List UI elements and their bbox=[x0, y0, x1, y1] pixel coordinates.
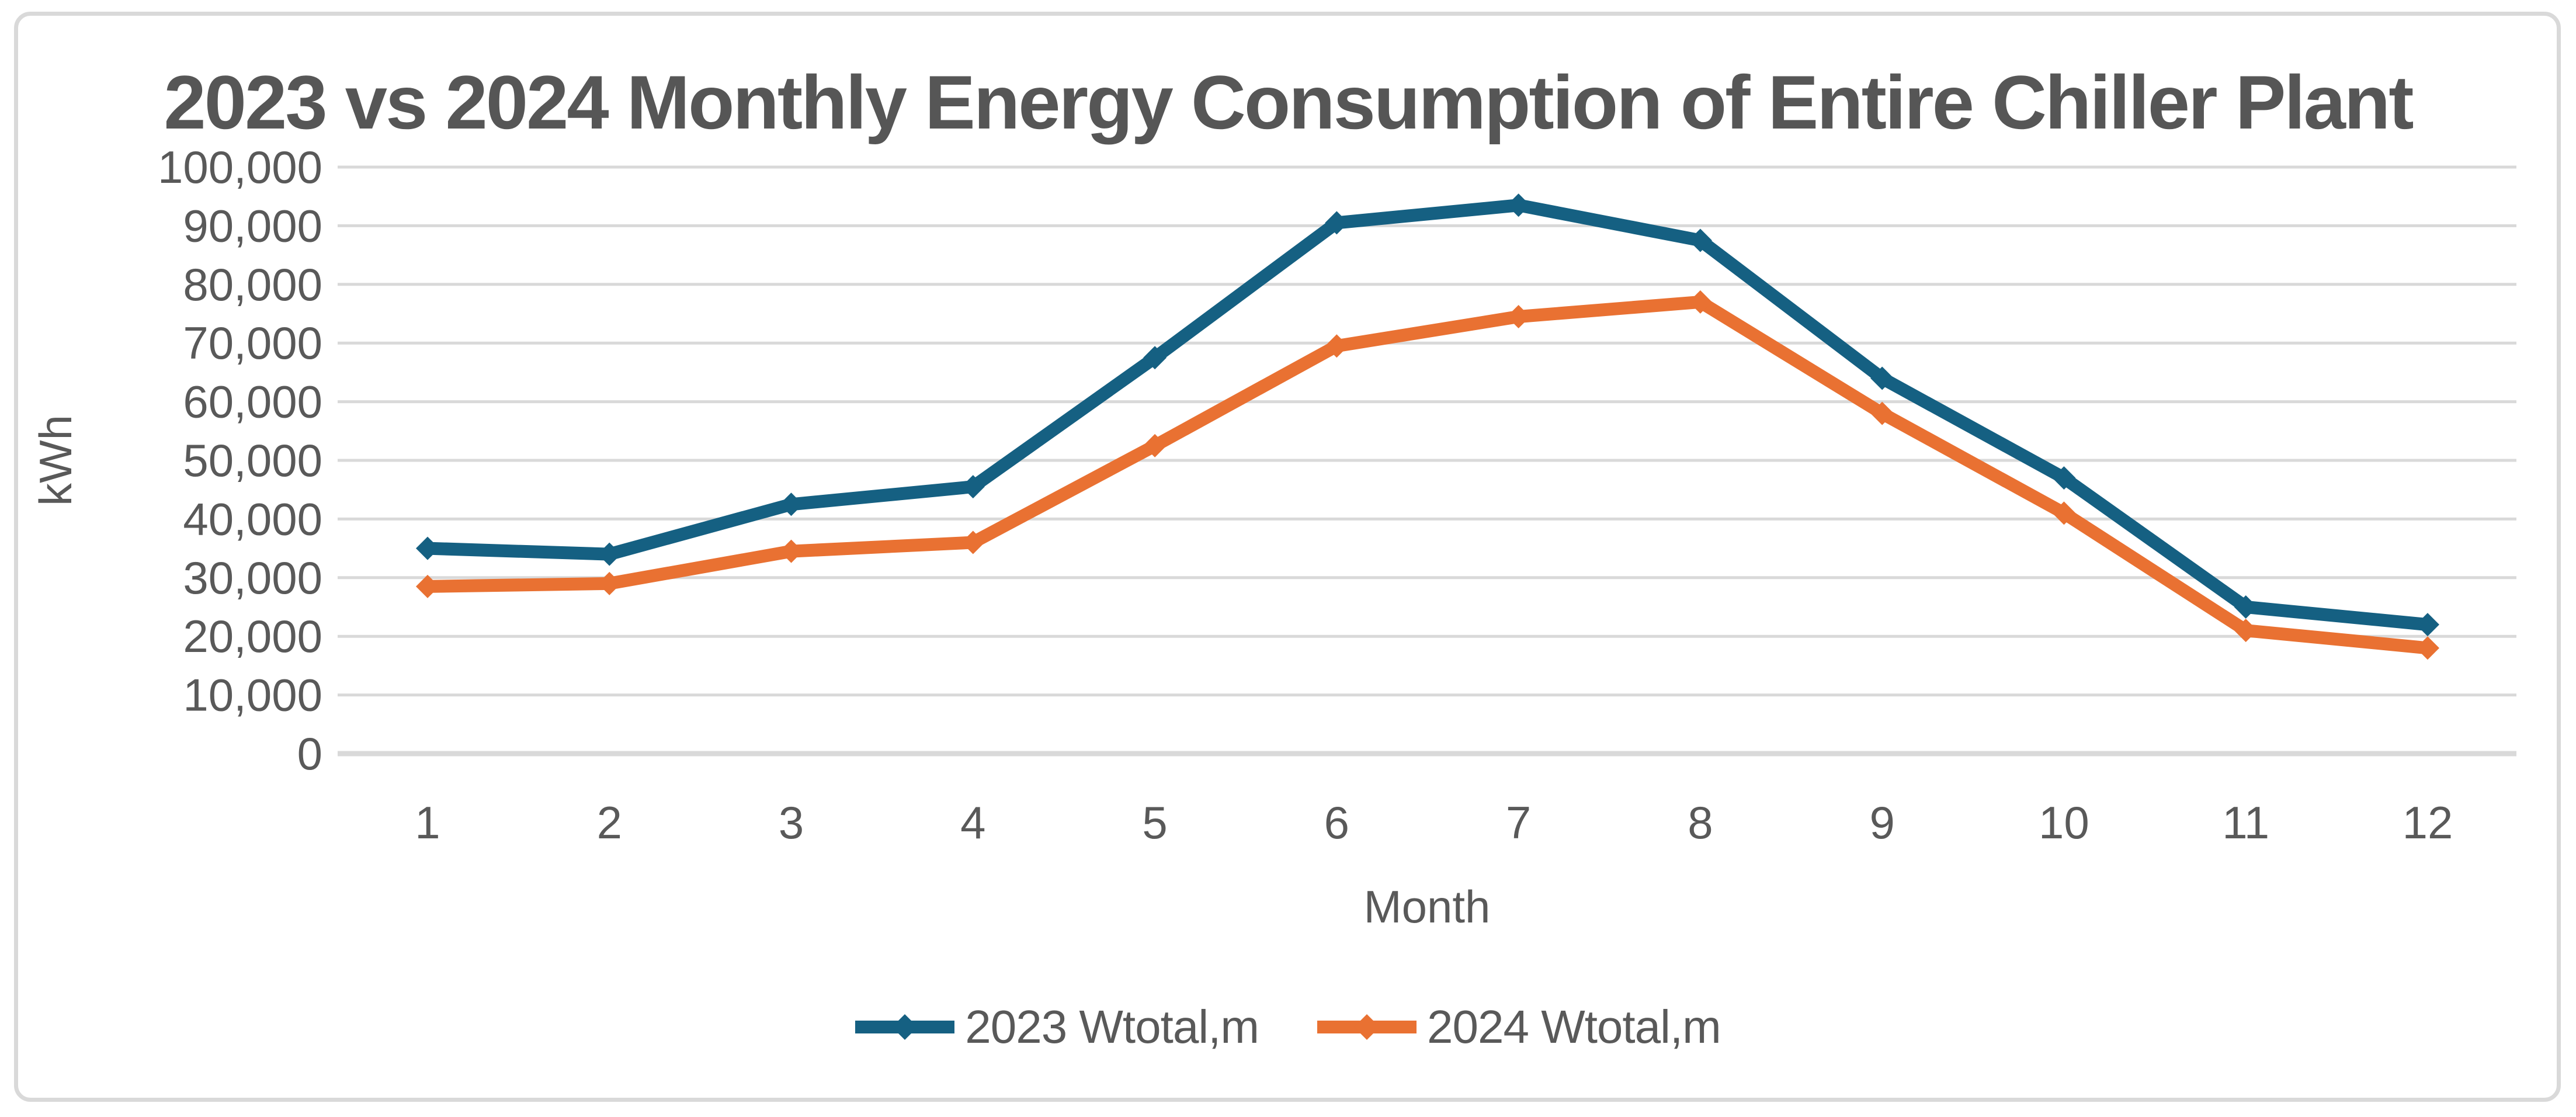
x-tick-label: 3 bbox=[779, 797, 804, 848]
series-line-2024 bbox=[421, 295, 2434, 655]
y-tick-label: 90,000 bbox=[183, 200, 322, 251]
x-tick-label: 9 bbox=[1869, 797, 1894, 848]
x-tick-label: 1 bbox=[415, 797, 440, 848]
data-point-marker bbox=[1870, 366, 1894, 390]
y-tick-label: 60,000 bbox=[183, 376, 322, 428]
data-point-marker bbox=[2415, 636, 2439, 660]
data-point-marker bbox=[1506, 305, 1530, 329]
x-tick-label: 2 bbox=[597, 797, 622, 848]
x-tick-label: 12 bbox=[2403, 797, 2453, 848]
chart-title: 2023 vs 2024 Monthly Energy Consumption … bbox=[164, 60, 2414, 145]
legend-item-2023: 2023 Wtotal,m bbox=[855, 1000, 1259, 1054]
legend-line-marker-icon bbox=[1317, 1014, 1417, 1040]
data-point-marker bbox=[598, 571, 622, 595]
data-point-marker bbox=[2052, 501, 2076, 525]
legend-line-marker-icon bbox=[855, 1014, 955, 1040]
x-tick-label: 7 bbox=[1506, 797, 1531, 848]
legend-label: 2024 Wtotal,m bbox=[1427, 1001, 1721, 1053]
data-point-marker bbox=[961, 530, 985, 554]
y-tick-label: 10,000 bbox=[183, 669, 322, 721]
data-point-marker bbox=[416, 574, 439, 598]
y-tick-label: 20,000 bbox=[183, 610, 322, 662]
x-tick-label: 10 bbox=[2039, 797, 2089, 848]
data-point-marker bbox=[2234, 595, 2258, 619]
data-point-marker bbox=[1325, 211, 1349, 235]
data-point-marker bbox=[1143, 433, 1167, 457]
data-point-marker bbox=[2234, 619, 2258, 643]
series-line-2023 bbox=[421, 199, 2434, 632]
data-point-marker bbox=[1870, 401, 1894, 425]
x-axis-title: Month bbox=[1364, 881, 1491, 932]
x-tick-label: 4 bbox=[960, 797, 985, 848]
data-point-marker bbox=[1506, 193, 1530, 217]
y-tick-label: 0 bbox=[297, 728, 322, 779]
data-point-marker bbox=[1688, 228, 1712, 252]
legend-label: 2023 Wtotal,m bbox=[965, 1001, 1259, 1053]
y-tick-label: 70,000 bbox=[183, 317, 322, 369]
y-tick-label: 40,000 bbox=[183, 493, 322, 544]
data-point-marker bbox=[416, 536, 439, 560]
x-tick-label: 5 bbox=[1142, 797, 1167, 848]
y-tick-label: 100,000 bbox=[158, 141, 322, 193]
data-point-marker bbox=[1143, 346, 1167, 370]
data-point-marker bbox=[961, 475, 985, 499]
y-axis-title: kWh bbox=[30, 415, 81, 506]
legend: 2023 Wtotal,m 2024 Wtotal,m bbox=[0, 1000, 2576, 1054]
data-point-marker bbox=[2052, 466, 2076, 490]
data-point-marker bbox=[2415, 613, 2439, 637]
y-tick-label: 50,000 bbox=[183, 435, 322, 486]
data-point-marker bbox=[1325, 334, 1349, 358]
legend-item-2024: 2024 Wtotal,m bbox=[1317, 1000, 1721, 1054]
data-point-marker bbox=[598, 542, 622, 566]
data-point-marker bbox=[1688, 290, 1712, 314]
x-tick-label: 6 bbox=[1324, 797, 1349, 848]
data-point-marker bbox=[779, 492, 803, 516]
y-tick-label: 30,000 bbox=[183, 552, 322, 603]
x-tick-label: 8 bbox=[1688, 797, 1713, 848]
y-tick-label: 80,000 bbox=[183, 259, 322, 310]
data-point-marker bbox=[779, 539, 803, 563]
x-tick-label: 11 bbox=[2222, 797, 2269, 848]
